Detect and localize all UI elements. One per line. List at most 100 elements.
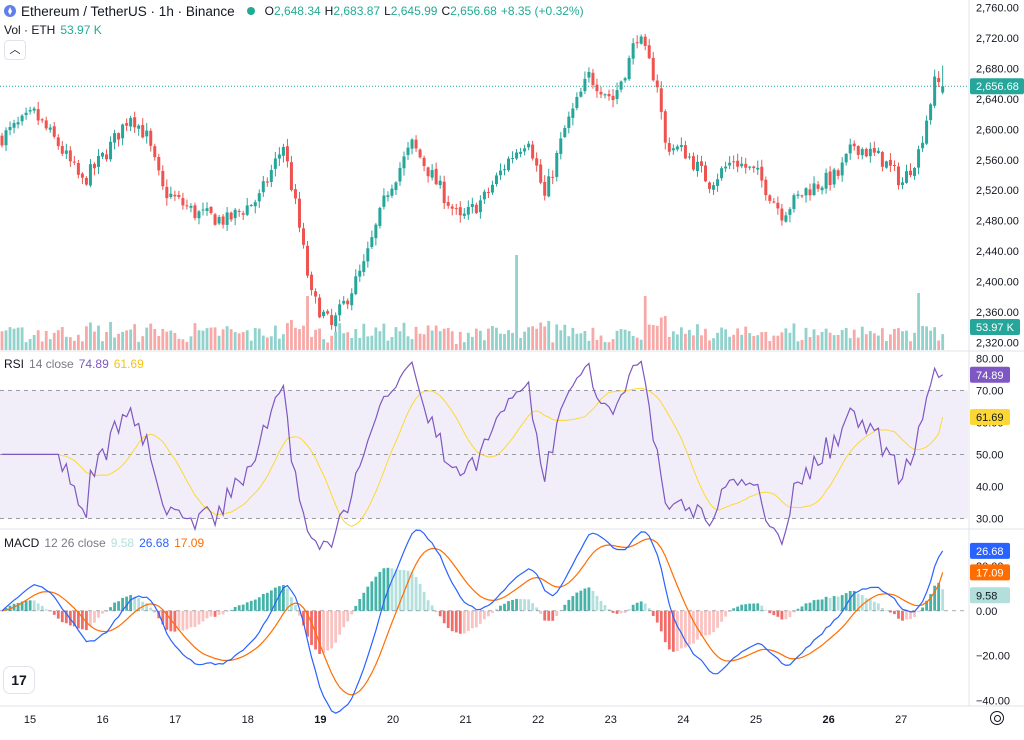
macd-label: MACD [4,536,40,550]
volume-bar [24,342,28,350]
symbol-title[interactable]: Ethereum / TetherUS · 1h · Binance [21,3,235,19]
macd-histogram-bar [688,610,691,645]
candle-body [370,237,374,247]
volume-bar [555,324,559,350]
candle-body [273,158,277,169]
macd-histogram-bar [740,604,744,611]
macd-histogram-bar [286,588,289,611]
macd-histogram-bar [153,610,157,613]
volume-value-label: 53.97 K [976,322,1015,334]
volume-bar [740,334,744,350]
candle-body [699,161,703,166]
rsi-ma-value-label: 61.69 [976,412,1004,424]
volume-bar [844,328,848,350]
candle-body [137,125,141,129]
chevron-up-icon[interactable]: ︿ [4,40,26,60]
candle-body [382,195,386,207]
time-tick-label: 15 [24,714,36,726]
macd-histogram-bar [880,607,884,611]
open-value: 2,648.34 [273,4,321,18]
macd-histogram-bar [559,610,563,611]
candle-body [880,152,884,167]
volume-bar [474,328,478,350]
candle-body [671,148,675,151]
macd-histogram-bar [330,610,334,649]
volume-bar [531,326,535,350]
volume-bar [157,336,161,350]
macd-histogram-bar [748,603,752,611]
candle-body [414,139,418,149]
volume-bar [559,330,563,350]
macd-histogram-bar [121,597,124,611]
candle-body [237,210,241,212]
macd-histogram-bar [24,600,28,611]
volume-bar [76,334,80,350]
tradingview-logo-icon[interactable]: 17 [4,667,34,693]
volume-bar [659,317,663,350]
macd-histogram-bar [603,605,607,611]
candle-body [133,117,137,128]
macd-histogram-bar [129,595,133,611]
candle-body [615,90,619,100]
volume-bar [619,329,623,350]
volume-bar [760,332,764,350]
candle-body [4,130,8,146]
volume-bar [12,328,16,350]
macd-histogram-bar [716,610,719,628]
price-tick-label: 2,360.00 [976,307,1019,319]
macd-histogram-bar [487,610,490,617]
volume-bar [796,341,800,350]
macd-histogram-bar [860,594,864,611]
macd-histogram-bar [595,595,599,611]
candle-body [840,162,844,176]
volume-bar [663,315,667,350]
volume-bar [286,323,289,350]
macd-histogram-bar [362,592,366,611]
candle-body [80,173,84,178]
macd-histogram-bar [941,589,945,611]
candle-body [60,146,64,154]
time-tick-label: 22 [532,714,544,726]
macd-histogram-bar [462,610,466,634]
candle-body [679,144,683,147]
macd-histogram-bar [571,596,575,611]
candle-body [8,126,12,131]
candle-body [704,165,707,182]
macd-histogram-bar [752,603,756,611]
candle-body [454,208,458,210]
macd-histogram-bar [217,610,221,615]
volume-bar [820,331,824,350]
volume-bar [824,328,828,350]
volume-bar [784,328,788,350]
candle-body [418,149,422,158]
candle-body [909,170,913,176]
volume-bar [611,339,615,350]
macd-histogram-bar [929,594,933,611]
volume-bar [302,325,305,350]
candle-body [575,96,579,109]
macd-histogram-bar [836,596,840,611]
candle-body [450,206,454,209]
candle-body [302,228,305,245]
volume-bar [28,339,32,350]
volume-bar [386,340,390,350]
rsi-header: RSI 14 close 74.89 61.69 [4,357,149,371]
macd-histogram-bar [20,601,24,611]
candle-body [56,137,60,147]
volume-bar [535,328,539,350]
macd-histogram-bar [868,599,872,611]
volume-bar [776,335,780,350]
volume-bar [655,325,659,350]
candle-body [792,195,796,209]
macd-histogram-bar [607,609,611,611]
volume-bar [764,331,768,350]
macd-histogram-bar [772,610,776,616]
volume-bar [137,341,141,350]
macd-histogram-bar [627,609,631,611]
candle-body [691,156,695,170]
settings-icon[interactable] [990,711,1004,725]
volume-bar [398,331,402,350]
macd-histogram-bar [105,610,108,612]
volume-bar [40,341,44,350]
